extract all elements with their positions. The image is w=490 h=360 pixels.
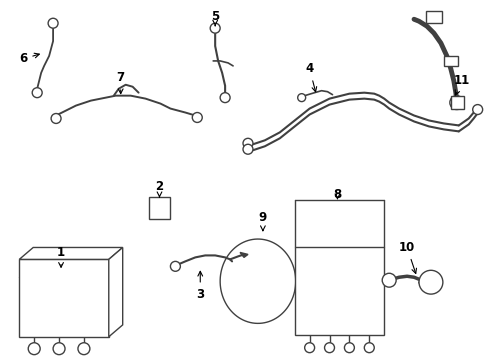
Text: 3: 3 <box>196 271 204 301</box>
Text: 10: 10 <box>399 241 416 274</box>
Circle shape <box>78 343 90 355</box>
Text: 6: 6 <box>19 53 39 66</box>
FancyBboxPatch shape <box>444 56 458 66</box>
Circle shape <box>382 273 396 287</box>
Circle shape <box>305 343 315 353</box>
Polygon shape <box>109 247 122 337</box>
Text: 5: 5 <box>211 10 220 26</box>
Polygon shape <box>19 247 122 260</box>
Text: 8: 8 <box>333 188 342 201</box>
Circle shape <box>243 144 253 154</box>
FancyBboxPatch shape <box>426 11 442 23</box>
Circle shape <box>324 343 335 353</box>
Circle shape <box>450 96 464 109</box>
Circle shape <box>220 93 230 103</box>
Circle shape <box>243 138 253 148</box>
Circle shape <box>365 343 374 353</box>
Circle shape <box>473 105 483 114</box>
Text: 1: 1 <box>57 246 65 267</box>
Circle shape <box>28 343 40 355</box>
Circle shape <box>419 270 443 294</box>
Circle shape <box>171 261 180 271</box>
Bar <box>294 247 384 335</box>
FancyBboxPatch shape <box>451 96 464 109</box>
Circle shape <box>53 343 65 355</box>
Circle shape <box>344 343 354 353</box>
Text: 2: 2 <box>155 180 164 197</box>
Circle shape <box>298 94 306 102</box>
Circle shape <box>192 113 202 122</box>
Text: 7: 7 <box>117 71 125 94</box>
Circle shape <box>210 23 220 33</box>
FancyBboxPatch shape <box>148 197 171 219</box>
Polygon shape <box>240 252 248 257</box>
Bar <box>19 260 109 337</box>
Circle shape <box>32 88 42 98</box>
Text: 4: 4 <box>305 62 317 92</box>
Circle shape <box>48 18 58 28</box>
Circle shape <box>51 113 61 123</box>
Text: 9: 9 <box>259 211 267 231</box>
Circle shape <box>154 203 165 213</box>
Text: 11: 11 <box>454 74 470 95</box>
